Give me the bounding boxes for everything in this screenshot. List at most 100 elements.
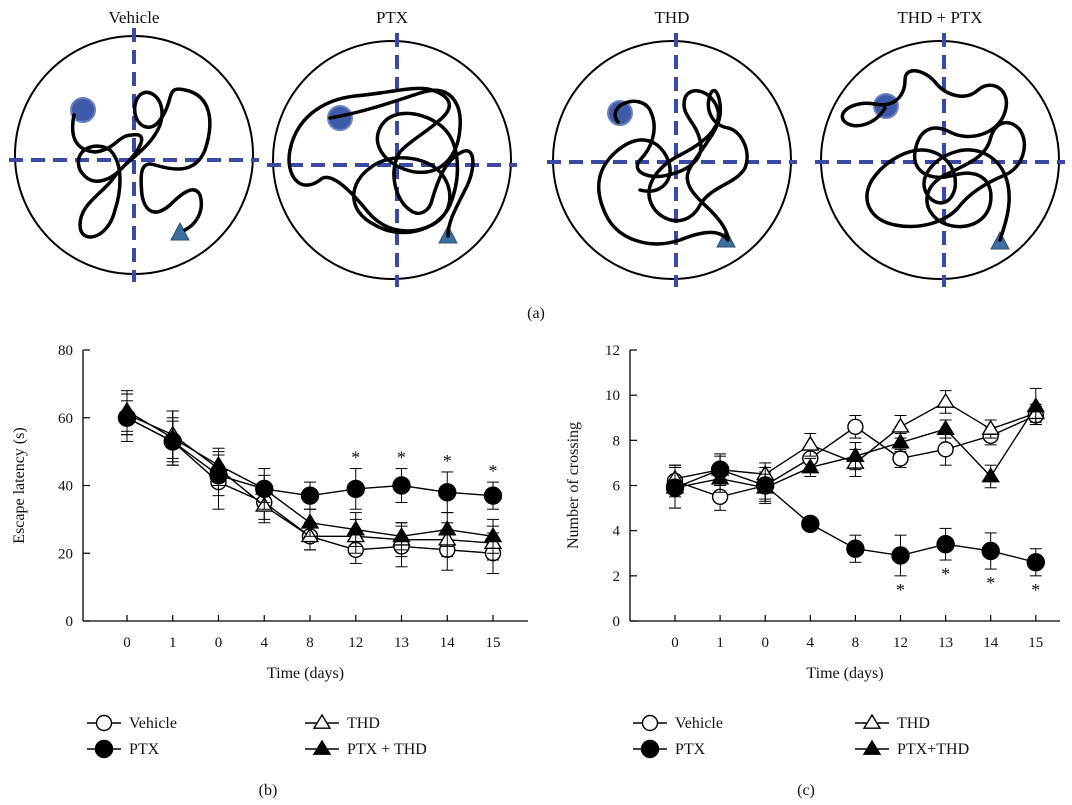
data-point: [801, 435, 820, 451]
maze-pool-outline: [272, 40, 512, 280]
legend-label: PTX+THD: [897, 741, 969, 758]
escape-latency-chart: 0 20 40 60 80 0 1 0 4 8 12 13 14 15 Time (days) Escape …: [11, 343, 528, 759]
data-point: [163, 428, 182, 444]
data-point: [438, 483, 457, 502]
legend-entry: THD: [855, 713, 930, 732]
data-point: [312, 713, 332, 729]
data-point: [981, 467, 1000, 483]
data-point: [94, 739, 114, 759]
x-tick-label: 4: [261, 635, 269, 651]
x-tick-label: 15: [486, 635, 501, 651]
maze-title: Vehicle: [109, 8, 160, 27]
significance-marker: *: [351, 448, 360, 468]
data-point: [862, 713, 882, 729]
maze-platform-icon: [70, 97, 96, 123]
y-tick-label: 40: [58, 479, 73, 495]
significance-marker: *: [1031, 580, 1040, 600]
data-point: [937, 441, 954, 458]
legend: Vehicle THD PTX PTX+THD: [633, 713, 969, 759]
data-point: [981, 419, 1000, 435]
x-tick-label: 0: [671, 635, 679, 651]
data-point: [936, 392, 955, 408]
data-point: [801, 514, 820, 534]
maze-arena-2: PTX: [267, 8, 517, 287]
significance-marker: *: [986, 573, 995, 593]
legend-label: PTX + THD: [347, 741, 427, 758]
data-point: [346, 479, 365, 499]
x-axis-label: Time (days): [806, 665, 883, 682]
data-point: [891, 417, 910, 433]
legend-entry: Vehicle: [87, 714, 177, 732]
x-tick-label: 8: [306, 635, 314, 651]
x-tick-label: 0: [761, 635, 769, 651]
maze-platform-icon: [327, 105, 353, 131]
legend-entry: PTX: [87, 739, 160, 759]
maze-arena-4: THD + PTX: [815, 8, 1065, 287]
data-point: [1026, 397, 1046, 413]
x-tick-label: 0: [123, 635, 131, 651]
legend-label: THD: [897, 715, 930, 732]
panel-label-a: (a): [527, 305, 545, 322]
data-point: [346, 520, 365, 536]
data-point: [936, 535, 955, 554]
data-point: [641, 714, 659, 732]
maze-title: PTX: [376, 8, 408, 27]
x-tick-label: 1: [169, 635, 177, 651]
y-axis-label: Number of crossing: [565, 422, 582, 549]
data-point: [801, 458, 820, 474]
legend-entry: PTX: [633, 739, 706, 759]
legend-entry: THD: [305, 713, 380, 732]
x-axis-label: Time (days): [267, 665, 344, 682]
x-tick-label: 12: [893, 635, 908, 651]
y-tick-label: 0: [613, 614, 621, 630]
x-tick-label: 4: [807, 635, 815, 651]
x-tick-label: 0: [215, 635, 223, 651]
maze-swim-path: [597, 88, 749, 246]
x-tick-label: 13: [394, 635, 409, 651]
significance-marker: *: [443, 451, 452, 471]
legend-label: PTX: [129, 741, 160, 758]
x-tick-label: 14: [983, 635, 999, 651]
legend-entry: PTX + THD: [305, 739, 427, 758]
legend-label: Vehicle: [129, 715, 177, 732]
data-point: [936, 419, 955, 435]
x-tick-label: 12: [348, 635, 363, 651]
maze-arena-1: Vehicle: [9, 8, 259, 282]
y-tick-label: 20: [58, 546, 73, 562]
legend-label: THD: [347, 715, 380, 732]
maze-swim-path: [70, 87, 212, 239]
data-point: [846, 539, 865, 558]
y-tick-label: 0: [66, 614, 74, 630]
data-point: [847, 418, 864, 435]
data-point: [483, 526, 503, 543]
legend-entry: Vehicle: [633, 714, 723, 732]
significance-marker: *: [489, 461, 498, 481]
panel-label-c: (c): [797, 782, 815, 799]
data-point: [862, 739, 882, 755]
maze-swim-path: [840, 69, 1027, 242]
y-tick-label: 4: [613, 524, 621, 540]
panel-label-b: (b): [259, 782, 278, 799]
x-tick-label: 14: [440, 635, 456, 651]
data-point: [981, 541, 1000, 561]
data-point: [483, 486, 503, 505]
series-3: [117, 390, 503, 554]
maze-arena-3: THD: [547, 8, 797, 287]
data-point: [892, 450, 909, 467]
data-point: [438, 520, 457, 536]
data-point: [392, 526, 411, 543]
maze-title: THD: [655, 8, 690, 27]
maze-title: THD + PTX: [897, 8, 982, 27]
data-point: [312, 739, 332, 755]
y-tick-label: 12: [605, 343, 620, 359]
x-tick-label: 8: [852, 635, 860, 651]
legend-label: PTX: [675, 741, 706, 758]
significance-marker: *: [941, 564, 950, 584]
data-point: [755, 478, 775, 494]
maze-start-triangle-icon: [170, 221, 190, 241]
water-maze-panel: Vehicle PTX THD THD + PTX: [9, 8, 1065, 287]
data-point: [95, 714, 113, 732]
x-tick-label: 13: [938, 635, 953, 651]
data-point: [1026, 553, 1046, 572]
